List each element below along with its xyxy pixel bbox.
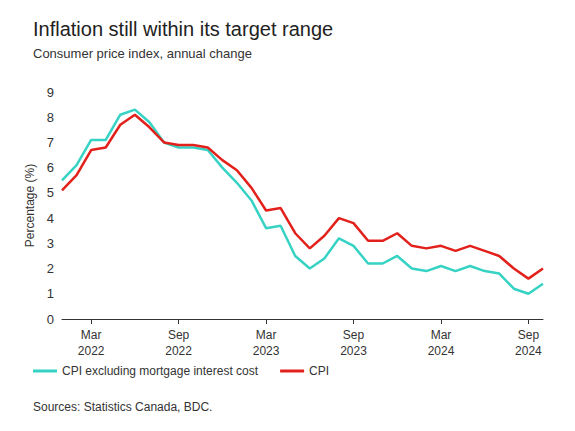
svg-text:2: 2 <box>47 261 54 276</box>
svg-text:0: 0 <box>47 312 54 327</box>
svg-text:2022: 2022 <box>78 344 105 358</box>
svg-text:2023: 2023 <box>253 344 280 358</box>
svg-text:Consumer price index, annual c: Consumer price index, annual change <box>33 46 252 61</box>
svg-text:9: 9 <box>47 85 54 100</box>
svg-text:Inflation still within its tar: Inflation still within its target range <box>33 18 333 40</box>
svg-text:Sources: Statistics Canada, BD: Sources: Statistics Canada, BDC. <box>33 400 212 414</box>
svg-text:4: 4 <box>47 211 54 226</box>
svg-text:Percentage (%): Percentage (%) <box>23 164 37 247</box>
svg-text:5: 5 <box>47 185 54 200</box>
svg-text:Mar: Mar <box>431 328 452 342</box>
svg-text:3: 3 <box>47 236 54 251</box>
svg-text:CPI: CPI <box>309 364 329 378</box>
svg-text:2022: 2022 <box>165 344 192 358</box>
svg-text:1: 1 <box>47 286 54 301</box>
svg-text:2023: 2023 <box>340 344 367 358</box>
svg-text:Sep: Sep <box>343 328 365 342</box>
svg-text:Sep: Sep <box>168 328 190 342</box>
svg-text:Mar: Mar <box>256 328 277 342</box>
svg-text:2024: 2024 <box>428 344 455 358</box>
svg-text:6: 6 <box>47 160 54 175</box>
svg-text:7: 7 <box>47 135 54 150</box>
svg-text:Mar: Mar <box>81 328 102 342</box>
svg-text:2024: 2024 <box>515 344 542 358</box>
svg-text:CPI excluding mortgage interes: CPI excluding mortgage interest cost <box>62 364 259 378</box>
svg-text:Sep: Sep <box>518 328 540 342</box>
svg-text:8: 8 <box>47 110 54 125</box>
